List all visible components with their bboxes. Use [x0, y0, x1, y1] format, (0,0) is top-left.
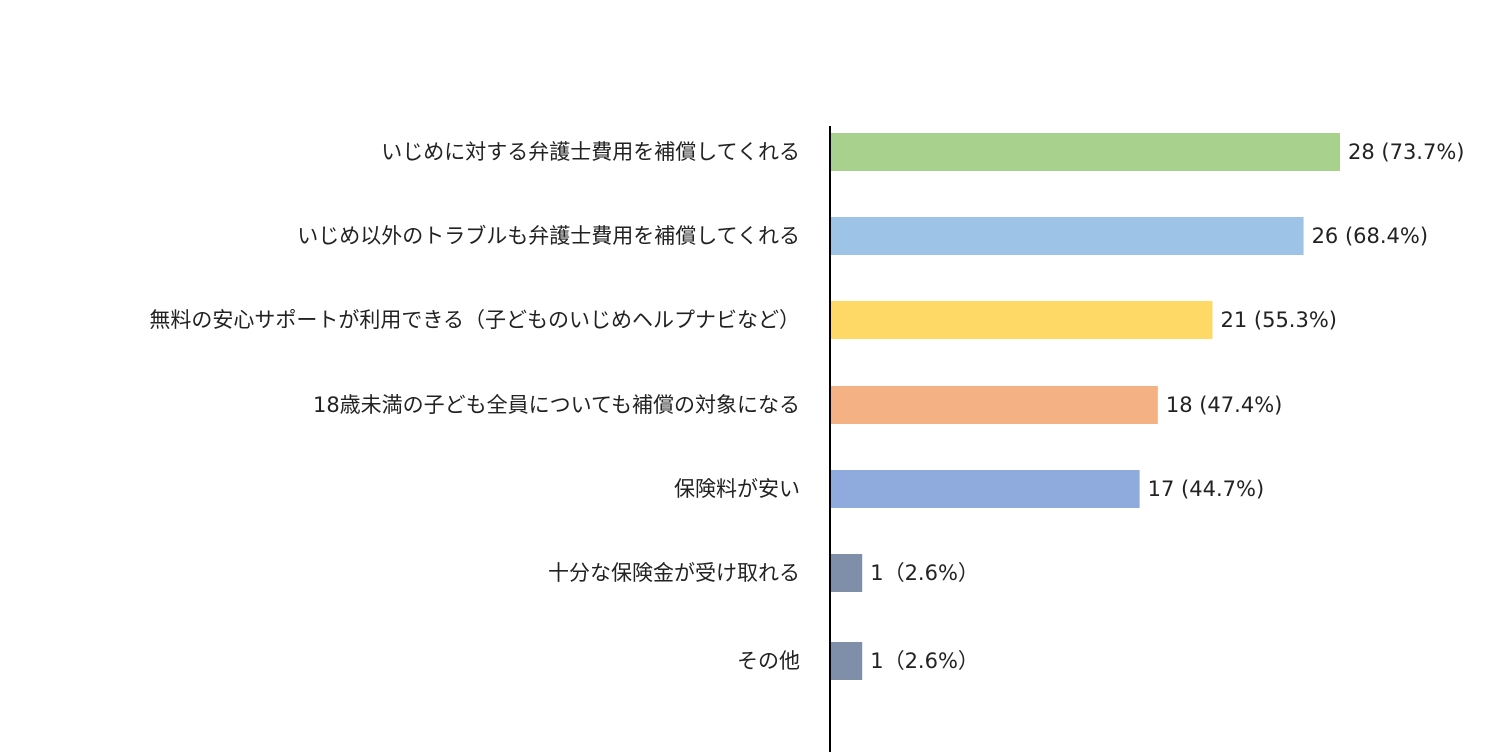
value-label: 21 (55.3%) — [1221, 308, 1338, 332]
bar — [830, 470, 1140, 508]
bar — [830, 217, 1304, 255]
bar — [830, 386, 1158, 424]
value-label: 18 (47.4%) — [1166, 393, 1283, 417]
category-label: いじめ以外のトラブルも弁護士費用を補償してくれる — [297, 224, 800, 248]
bar — [830, 301, 1213, 339]
category-label: 無料の安心サポートが利用できる（子どものいじめヘルプナビなど） — [149, 308, 800, 332]
value-label: 26 (68.4%) — [1312, 224, 1429, 248]
value-label: 1（2.6%） — [870, 649, 979, 673]
value-label: 1（2.6%） — [870, 561, 979, 585]
bar — [830, 133, 1340, 171]
category-label: 保険料が安い — [674, 477, 800, 501]
category-label: その他 — [737, 649, 800, 673]
category-label: いじめに対する弁護士費用を補償してくれる — [381, 140, 800, 164]
value-label: 17 (44.7%) — [1148, 477, 1265, 501]
bar — [830, 642, 863, 680]
category-label: 18歳未満の子ども全員についても補償の対象になる — [313, 393, 800, 417]
value-label: 28 (73.7%) — [1348, 140, 1465, 164]
bars-layer — [830, 133, 1340, 680]
labels-layer: いじめに対する弁護士費用を補償してくれる 28 (73.7%) いじめ以外のトラブル… — [149, 140, 1464, 673]
bar — [830, 554, 863, 592]
category-label: 十分な保険金が受け取れる — [548, 561, 800, 585]
